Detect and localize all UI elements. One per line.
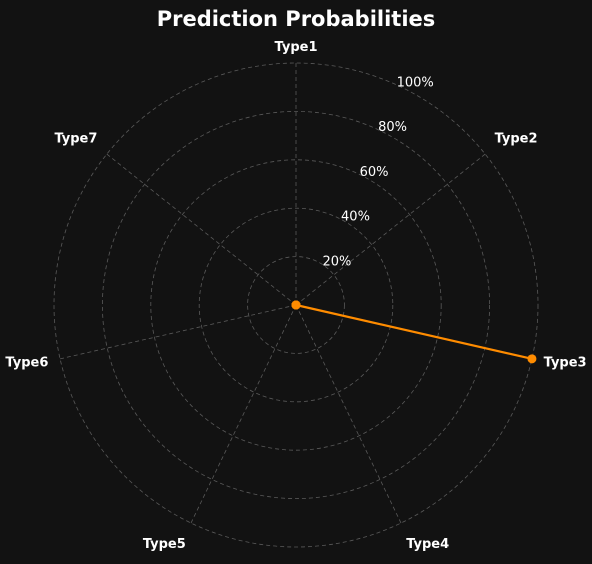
grid-ring-3: [150, 159, 442, 451]
spoke-type6: [59, 304, 297, 360]
grid-ring-4: [101, 110, 491, 500]
grid-ring-2: [198, 207, 394, 403]
spoke-type5: [190, 304, 297, 524]
category-label-type6: Type6: [5, 356, 48, 371]
series-line: [294, 303, 534, 360]
category-label-type5: Type5: [143, 537, 186, 552]
grid-ring-5: [53, 62, 539, 548]
r-tick-label: 20%: [323, 254, 352, 269]
r-tick-label: 60%: [360, 165, 389, 180]
data-point-type7: [291, 300, 301, 310]
chart-title: Prediction Probabilities: [157, 7, 436, 31]
spoke-type4: [295, 304, 402, 524]
grid-ring-1: [247, 256, 345, 354]
r-tick-label: 100%: [397, 75, 434, 90]
data-point-type3: [527, 354, 537, 364]
label-layer: 20% 40% 60% 80% 100% Type1 Type2 Type3 Type4 Type…: [5, 40, 586, 552]
r-tick-label: 40%: [341, 210, 370, 225]
category-label-type1: Type1: [275, 40, 318, 55]
spoke-type2: [295, 153, 486, 306]
category-label-type7: Type7: [54, 132, 97, 147]
category-label-type4: Type4: [406, 537, 449, 552]
axis-layer: [59, 63, 533, 524]
spoke-type7: [106, 153, 297, 306]
category-label-type3: Type3: [544, 356, 587, 371]
r-tick-label: 80%: [378, 120, 407, 135]
category-label-type2: Type2: [495, 132, 538, 147]
grid-layer: [53, 62, 539, 548]
series-layer: [291, 300, 537, 364]
